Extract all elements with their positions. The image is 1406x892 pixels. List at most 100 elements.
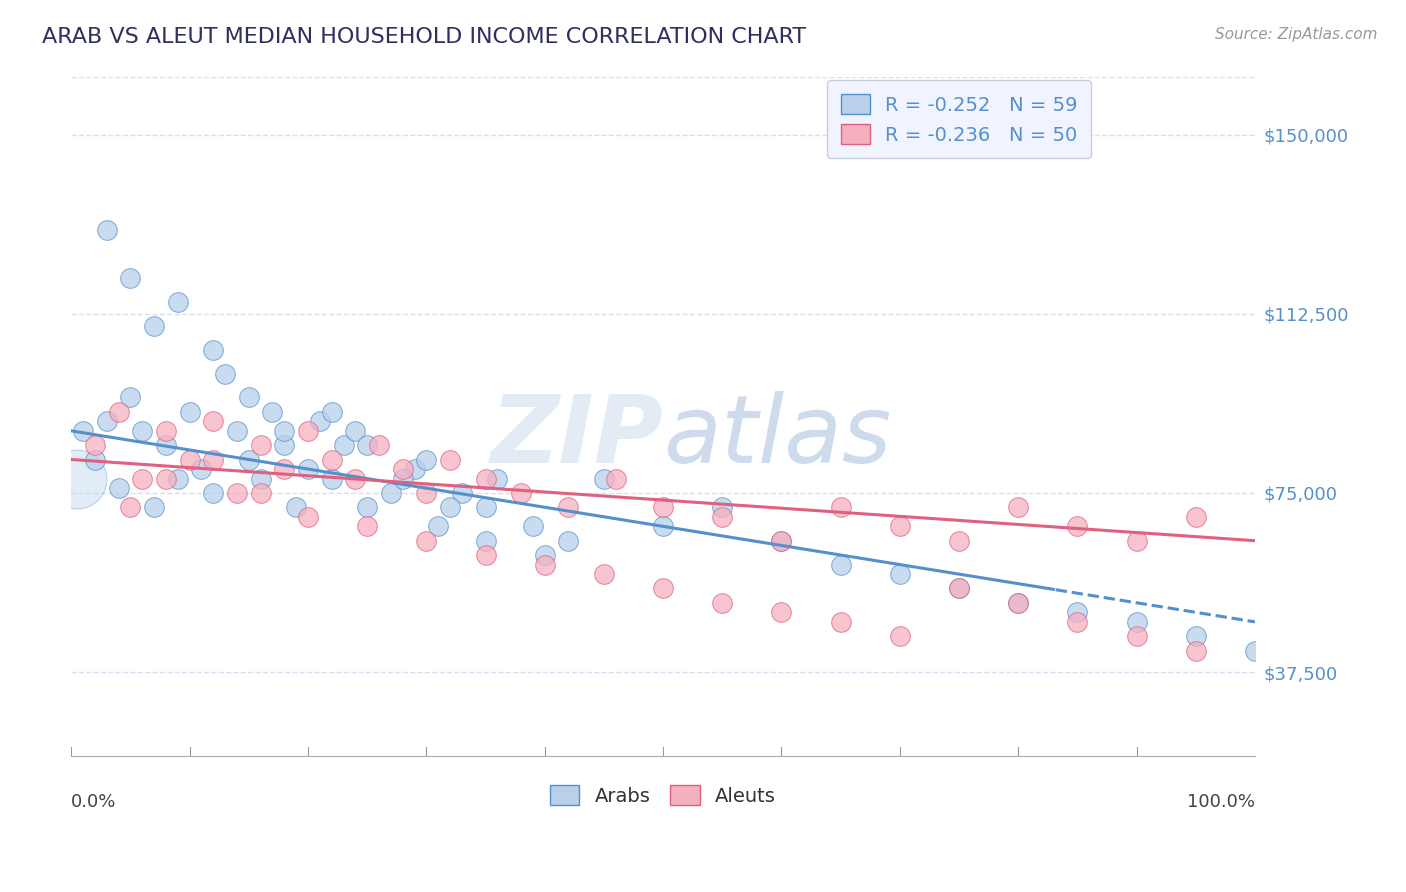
Point — [66, 472, 89, 486]
Point — [179, 452, 201, 467]
Point — [948, 533, 970, 548]
Point — [1066, 605, 1088, 619]
Point — [474, 533, 496, 548]
Point — [439, 452, 461, 467]
Point — [155, 472, 177, 486]
Point — [368, 438, 391, 452]
Point — [1184, 509, 1206, 524]
Point — [557, 500, 579, 515]
Point — [1007, 500, 1029, 515]
Point — [415, 486, 437, 500]
Point — [1244, 643, 1267, 657]
Point — [344, 472, 367, 486]
Point — [179, 405, 201, 419]
Point — [439, 500, 461, 515]
Point — [120, 271, 142, 285]
Point — [226, 424, 249, 438]
Point — [404, 462, 426, 476]
Point — [652, 500, 675, 515]
Y-axis label: Median Household Income: Median Household Income — [0, 307, 8, 526]
Point — [533, 558, 555, 572]
Point — [344, 424, 367, 438]
Point — [510, 486, 533, 500]
Point — [889, 567, 911, 582]
Point — [652, 582, 675, 596]
Point — [202, 452, 225, 467]
Point — [202, 486, 225, 500]
Point — [143, 318, 166, 333]
Point — [96, 223, 118, 237]
Point — [486, 472, 509, 486]
Point — [96, 414, 118, 428]
Point — [557, 533, 579, 548]
Point — [1007, 596, 1029, 610]
Point — [605, 472, 627, 486]
Text: ZIP: ZIP — [491, 391, 664, 483]
Point — [451, 486, 474, 500]
Point — [297, 424, 319, 438]
Point — [711, 509, 734, 524]
Point — [308, 414, 330, 428]
Point — [321, 452, 343, 467]
Point — [202, 343, 225, 357]
Point — [262, 405, 284, 419]
Point — [1125, 615, 1147, 629]
Text: 100.0%: 100.0% — [1187, 793, 1256, 811]
Point — [202, 414, 225, 428]
Point — [391, 462, 413, 476]
Point — [297, 509, 319, 524]
Point — [1184, 629, 1206, 643]
Point — [131, 424, 153, 438]
Point — [84, 452, 107, 467]
Point — [356, 438, 378, 452]
Point — [415, 533, 437, 548]
Point — [321, 405, 343, 419]
Point — [830, 558, 852, 572]
Point — [711, 500, 734, 515]
Point — [474, 500, 496, 515]
Point — [120, 391, 142, 405]
Point — [143, 500, 166, 515]
Point — [238, 391, 260, 405]
Text: atlas: atlas — [664, 392, 891, 483]
Point — [1125, 533, 1147, 548]
Point — [830, 615, 852, 629]
Point — [166, 472, 188, 486]
Point — [356, 500, 378, 515]
Point — [249, 486, 271, 500]
Text: 0.0%: 0.0% — [72, 793, 117, 811]
Point — [321, 472, 343, 486]
Point — [273, 424, 295, 438]
Point — [522, 519, 544, 533]
Point — [238, 452, 260, 467]
Point — [427, 519, 450, 533]
Point — [652, 519, 675, 533]
Point — [332, 438, 354, 452]
Point — [474, 548, 496, 562]
Point — [107, 481, 129, 495]
Point — [1066, 519, 1088, 533]
Point — [190, 462, 212, 476]
Point — [226, 486, 249, 500]
Text: Source: ZipAtlas.com: Source: ZipAtlas.com — [1215, 27, 1378, 42]
Point — [107, 405, 129, 419]
Point — [415, 452, 437, 467]
Point — [593, 472, 616, 486]
Point — [356, 519, 378, 533]
Point — [1066, 615, 1088, 629]
Point — [297, 462, 319, 476]
Point — [889, 519, 911, 533]
Point — [214, 367, 236, 381]
Point — [770, 533, 793, 548]
Point — [711, 596, 734, 610]
Point — [474, 472, 496, 486]
Legend: Arabs, Aleuts: Arabs, Aleuts — [543, 778, 783, 814]
Point — [770, 605, 793, 619]
Point — [155, 438, 177, 452]
Point — [1184, 643, 1206, 657]
Point — [273, 462, 295, 476]
Point — [131, 472, 153, 486]
Point — [72, 424, 94, 438]
Point — [1007, 596, 1029, 610]
Point — [166, 294, 188, 309]
